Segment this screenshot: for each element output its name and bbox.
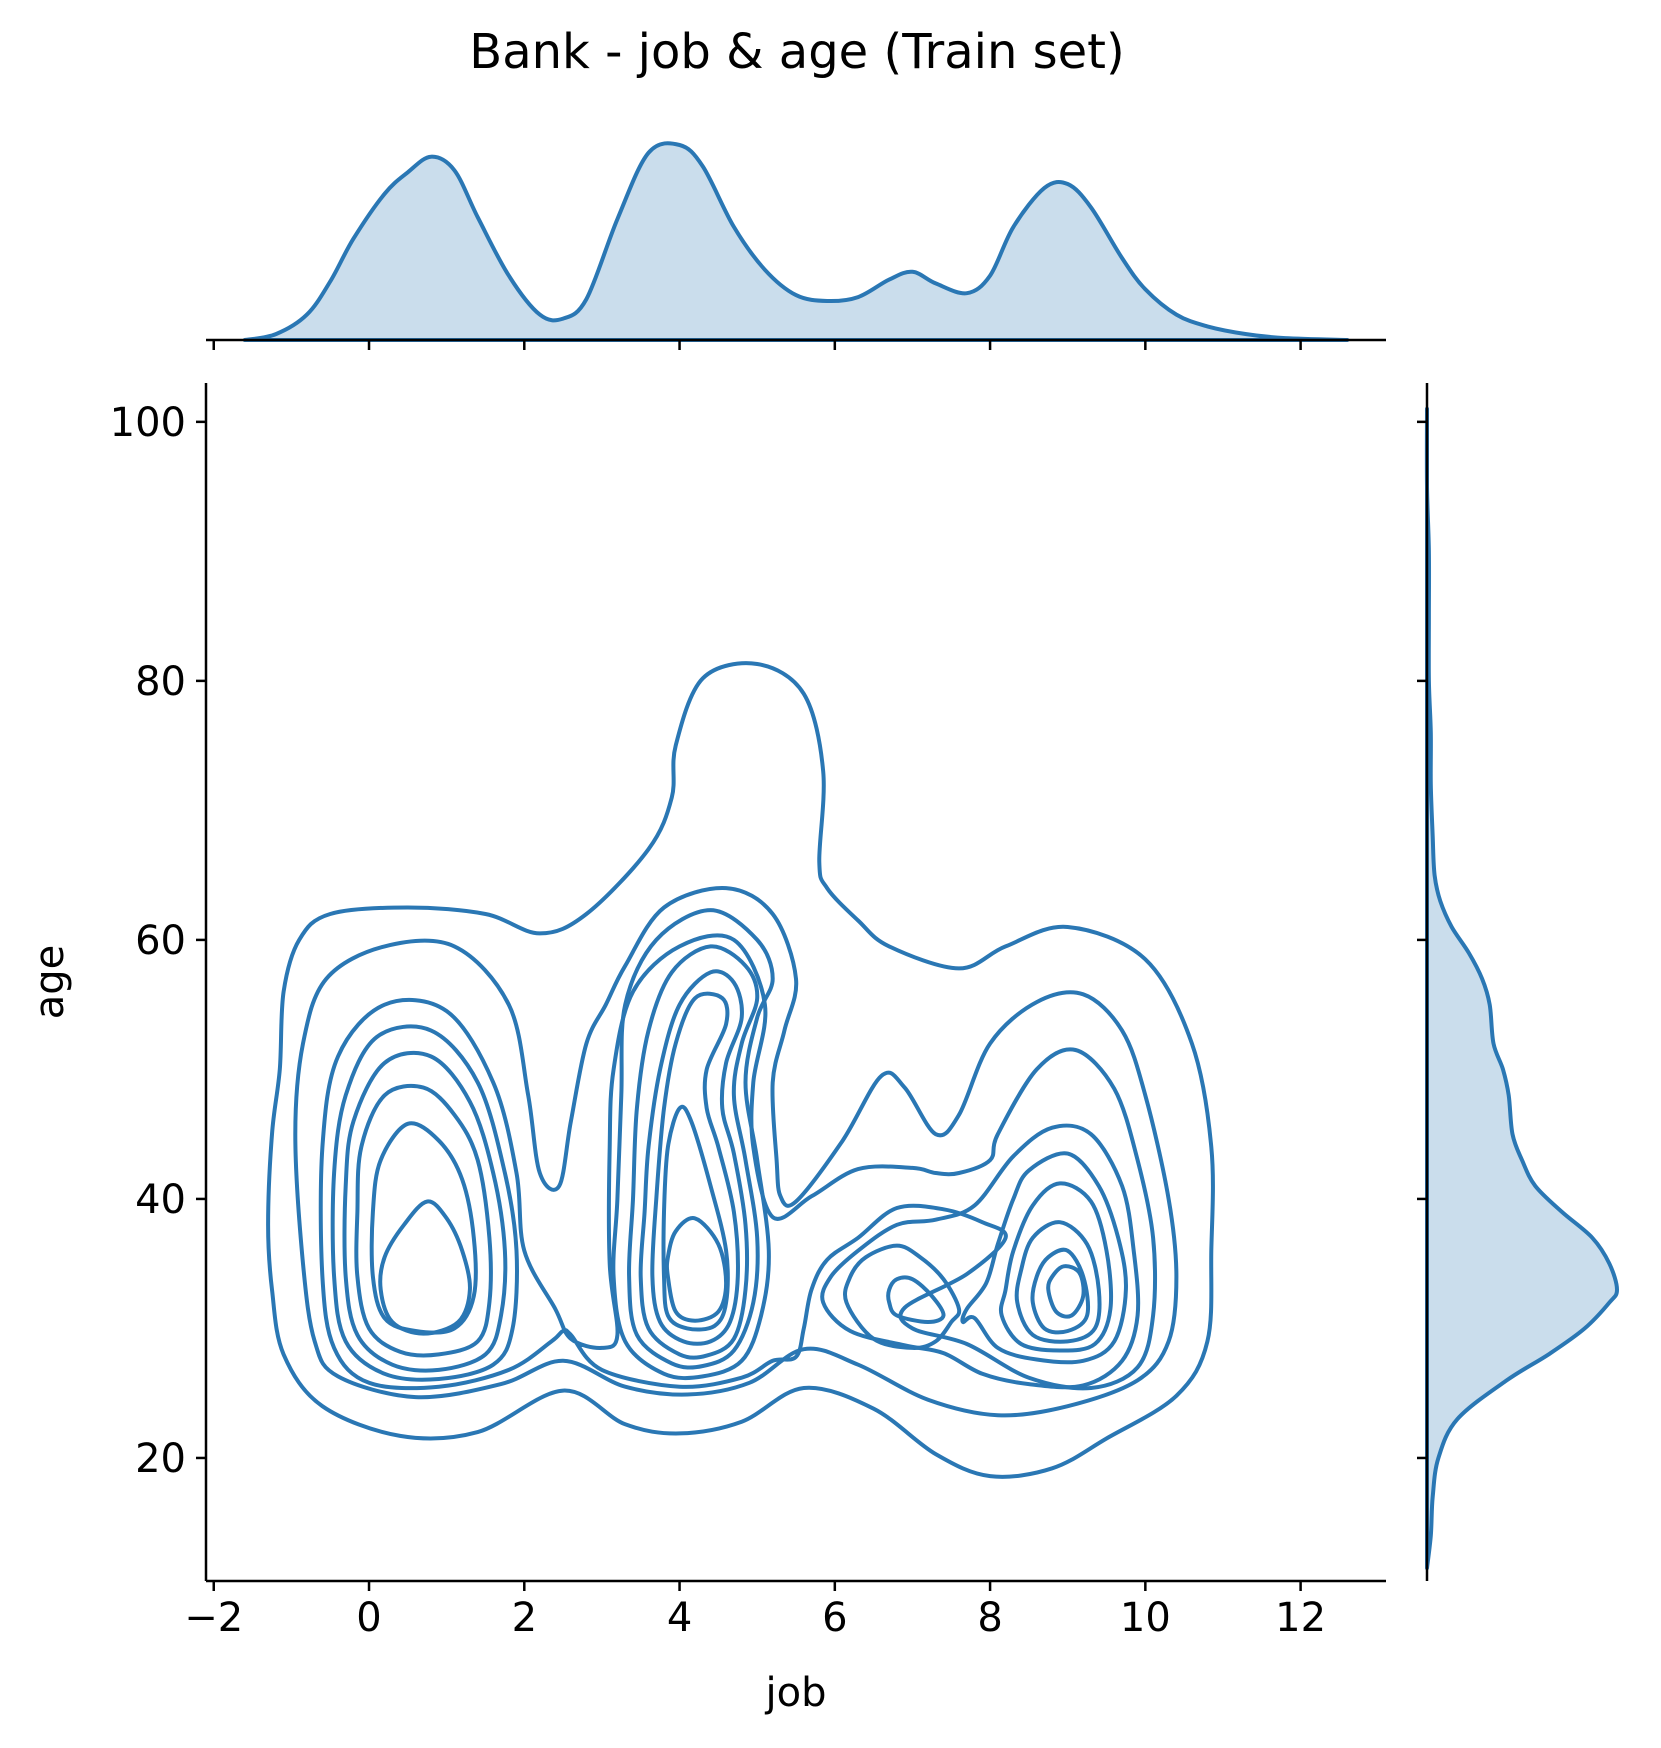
contour-level-14	[664, 1216, 729, 1323]
contour-level-16	[843, 1243, 962, 1350]
contour-level-3	[318, 933, 1158, 1391]
y-tick-label: 80	[135, 659, 186, 705]
contour-level-12	[650, 991, 740, 1346]
contour-level-7	[369, 1121, 478, 1335]
age-marginal-ticks	[1417, 420, 1427, 1460]
contour-level-8	[378, 1199, 472, 1336]
contour-level-19	[998, 1181, 1114, 1353]
contour-level-1	[266, 661, 1215, 1479]
y-tick-label: 60	[135, 918, 186, 964]
contour-level-2	[293, 886, 1179, 1418]
x-axis-ticks: −2 0 2 4 6 8 10 12	[184, 1581, 1326, 1641]
x-tick-label: 2	[512, 1595, 537, 1641]
x-tick-label: 12	[1275, 1595, 1326, 1641]
y-axis-ticks: 20 40 60 80 100	[110, 400, 206, 1482]
age-marginal-plot	[1417, 383, 1619, 1581]
y-tick-label: 40	[135, 1177, 186, 1223]
y-tick-label: 20	[135, 1436, 186, 1482]
contour-level-13	[661, 1104, 730, 1332]
chart-title: Bank - job & age (Train set)	[469, 24, 1124, 80]
contour-level-20	[1014, 1220, 1102, 1344]
contour-level-17	[886, 1275, 946, 1324]
age-density-curve	[1424, 406, 1619, 1570]
contour-level-9	[611, 908, 775, 1381]
y-axis-label: age	[27, 945, 73, 1020]
contour-level-21	[1030, 1247, 1091, 1335]
y-tick-label: 100	[110, 400, 186, 446]
x-tick-label: 0	[356, 1595, 381, 1641]
contour-level-4	[330, 1024, 519, 1382]
x-tick-label: 8	[977, 1595, 1002, 1641]
x-tick-label: 4	[667, 1595, 692, 1641]
job-marginal-ticks	[212, 340, 1302, 350]
contour-level-22	[1046, 1264, 1086, 1319]
contour-level-5	[342, 1050, 508, 1373]
contour-level-6	[354, 1083, 493, 1358]
contour-level-18	[960, 1151, 1128, 1365]
job-marginal-plot	[206, 141, 1386, 350]
kde-contours	[266, 661, 1215, 1479]
joint-plot: −2 0 2 4 6 8 10 12 20 40 60 80 100 job age	[27, 383, 1386, 1716]
x-tick-label: 10	[1120, 1595, 1171, 1641]
x-axis-label: job	[765, 1670, 827, 1716]
x-tick-label: 6	[822, 1595, 847, 1641]
contour-level-15	[820, 1123, 1141, 1390]
contour-level-11	[638, 969, 749, 1360]
x-tick-label: −2	[184, 1595, 243, 1641]
contour-level-10	[627, 944, 760, 1370]
job-density-curve	[242, 141, 1350, 342]
